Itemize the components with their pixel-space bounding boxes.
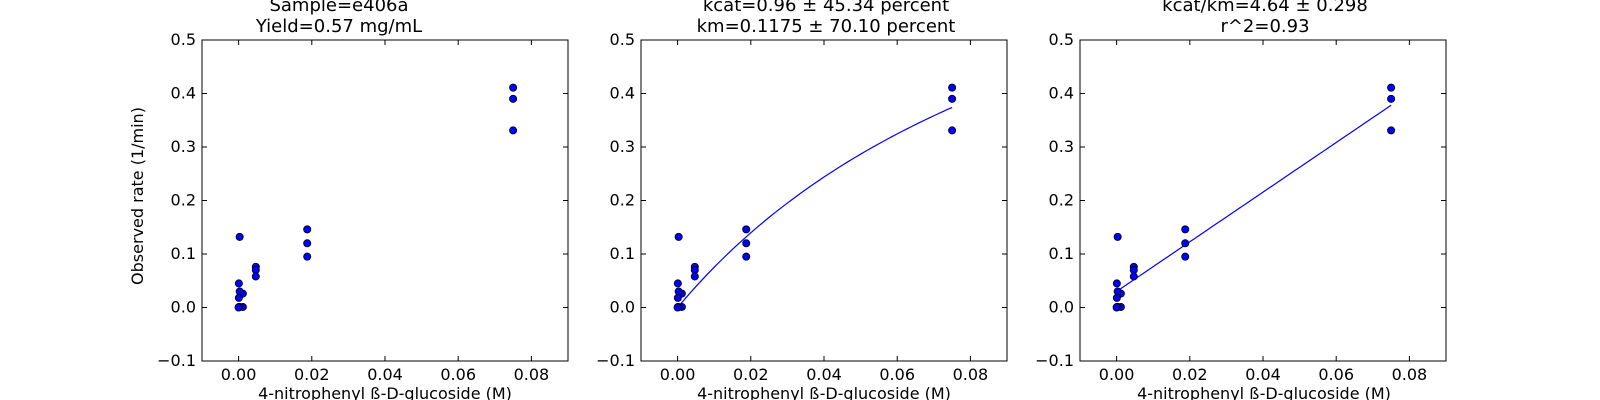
panel-sample-yield: Sample=e406a Yield=0.57 mg/mL 4-nitrophe… xyxy=(157,0,569,400)
data-point xyxy=(742,239,751,248)
y-axis-label: Observed rate (1/min) xyxy=(128,107,147,285)
y-tick-label: 0.2 xyxy=(1049,191,1074,210)
y-tick-label: 0.2 xyxy=(171,191,196,210)
panel-title-line-1: Sample=e406a xyxy=(269,0,408,16)
y-tick-label: 0.0 xyxy=(171,298,196,317)
x-axis-label: 4-nitrophenyl ß-D-glucoside (M) xyxy=(1137,384,1391,400)
data-point xyxy=(1181,225,1190,234)
panel-title-line-1: kcat/km=4.64 ± 0.298 xyxy=(1162,0,1368,16)
x-tick-label: 0.00 xyxy=(660,365,696,384)
data-point xyxy=(948,94,957,103)
y-tick-label: −0.1 xyxy=(157,351,196,370)
y-tick-label: 0.3 xyxy=(610,137,635,156)
data-point xyxy=(673,279,682,288)
x-tick-label: 0.00 xyxy=(1099,365,1135,384)
x-tick-label: 0.04 xyxy=(367,365,403,384)
y-tick-label: 0.4 xyxy=(610,84,635,103)
x-tick-label: 0.08 xyxy=(1392,365,1428,384)
y-tick-label: −0.1 xyxy=(1035,351,1074,370)
data-point xyxy=(1181,239,1190,248)
x-tick-label: 0.04 xyxy=(1245,365,1281,384)
y-tick-label: 0.3 xyxy=(171,137,196,156)
panel-linear-fit: kcat/km=4.64 ± 0.298 r^2=0.93 4-nitrophe… xyxy=(1035,0,1447,400)
data-point xyxy=(690,272,699,281)
panel-title-line-2: km=0.1175 ± 70.10 percent xyxy=(697,16,956,37)
y-tick-label: 0.1 xyxy=(1049,244,1074,263)
data-point xyxy=(1112,293,1121,302)
panel-title-line-2: r^2=0.93 xyxy=(1220,16,1309,37)
x-axis-label: 4-nitrophenyl ß-D-glucoside (M) xyxy=(258,384,512,400)
x-tick-label: 0.06 xyxy=(440,365,476,384)
x-axis-label: 4-nitrophenyl ß-D-glucoside (M) xyxy=(697,384,951,400)
panel-michaelis-menten-fit: kcat=0.96 ± 45.34 percent km=0.1175 ± 70… xyxy=(596,0,1008,400)
data-point xyxy=(234,279,243,288)
data-point xyxy=(1129,272,1138,281)
x-tick-label: 0.02 xyxy=(294,365,330,384)
data-point xyxy=(509,126,518,135)
data-point xyxy=(234,303,243,312)
panel-title-line-1: kcat=0.96 ± 45.34 percent xyxy=(703,0,949,16)
data-point xyxy=(303,239,312,248)
data-point xyxy=(1181,252,1190,261)
x-tick-label: 0.08 xyxy=(514,365,550,384)
y-tick-label: 0.1 xyxy=(171,244,196,263)
y-tick-label: −0.1 xyxy=(596,351,635,370)
data-point xyxy=(742,252,751,261)
data-point xyxy=(1387,94,1396,103)
fit-line xyxy=(677,106,953,308)
data-point xyxy=(673,303,682,312)
data-point xyxy=(303,252,312,261)
data-point xyxy=(674,232,683,241)
x-tick-label: 0.02 xyxy=(1172,365,1208,384)
data-point xyxy=(948,126,957,135)
data-point xyxy=(1113,232,1122,241)
y-tick-label: 0.4 xyxy=(1049,84,1074,103)
y-tick-label: 0.4 xyxy=(171,84,196,103)
y-tick-label: 0.0 xyxy=(1049,298,1074,317)
y-tick-label: 0.2 xyxy=(610,191,635,210)
data-point xyxy=(1112,303,1121,312)
data-point xyxy=(509,83,518,92)
y-tick-label: 0.5 xyxy=(171,30,196,49)
data-point xyxy=(948,83,957,92)
data-point xyxy=(673,293,682,302)
data-point xyxy=(235,232,244,241)
fit-line xyxy=(1116,104,1392,292)
x-tick-label: 0.06 xyxy=(879,365,915,384)
panel-title-line-2: Yield=0.57 mg/mL xyxy=(255,16,422,37)
data-point xyxy=(742,225,751,234)
y-tick-label: 0.5 xyxy=(610,30,635,49)
x-tick-label: 0.08 xyxy=(953,365,989,384)
y-tick-label: 0.5 xyxy=(1049,30,1074,49)
data-point xyxy=(509,94,518,103)
x-tick-label: 0.06 xyxy=(1318,365,1354,384)
y-tick-label: 0.3 xyxy=(1049,137,1074,156)
x-tick-label: 0.04 xyxy=(806,365,842,384)
y-tick-label: 0.1 xyxy=(610,244,635,263)
y-tick-label: 0.0 xyxy=(610,298,635,317)
x-tick-label: 0.02 xyxy=(733,365,769,384)
data-point xyxy=(303,225,312,234)
data-point xyxy=(1112,279,1121,288)
data-point xyxy=(1387,83,1396,92)
data-point xyxy=(234,293,243,302)
x-tick-label: 0.00 xyxy=(221,365,257,384)
data-point xyxy=(1387,126,1396,135)
data-point xyxy=(251,272,260,281)
